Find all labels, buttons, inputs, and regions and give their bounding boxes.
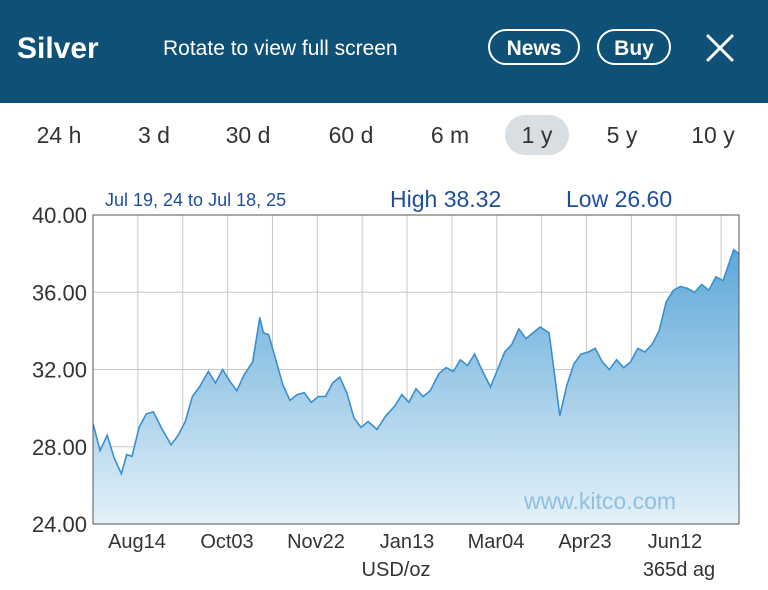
buy-button[interactable]: Buy	[597, 29, 671, 65]
tab-range-3d[interactable]: 3 d	[138, 122, 170, 148]
plot-frame	[92, 214, 740, 525]
tab-range-1y[interactable]: 1 y	[505, 115, 569, 155]
price-chart: Jul 19, 24 to Jul 18, 25 High 38.32 Low …	[32, 186, 740, 581]
tab-range-5y[interactable]: 5 y	[606, 122, 638, 148]
y-tick-label: 32.00	[32, 358, 87, 383]
tab-range-24h[interactable]: 24 h	[36, 122, 82, 148]
page-title: Silver	[17, 32, 99, 65]
span-label: 365d ag	[643, 559, 715, 581]
price-line	[92, 248, 740, 477]
news-button[interactable]: News	[488, 29, 580, 65]
rotate-hint: Rotate to view full screen	[163, 37, 398, 60]
header-bar: Silver Rotate to view full screen News B…	[0, 0, 768, 103]
x-tick-label: Aug14	[108, 531, 166, 553]
x-tick-label: Nov22	[287, 531, 345, 553]
tab-range-6m[interactable]: 6 m	[430, 122, 470, 148]
y-tick-label: 36.00	[32, 280, 87, 305]
chart-range-text: Jul 19, 24 to Jul 18, 25	[105, 190, 286, 210]
y-axis: 40.00 36.00 32.00 28.00 24.00	[32, 203, 87, 537]
y-tick-label: 40.00	[32, 203, 87, 228]
x-tick-label: Mar04	[468, 531, 525, 553]
unit-label: USD/oz	[362, 559, 431, 581]
x-tick-label: Jan13	[380, 531, 435, 553]
tab-range-30d[interactable]: 30 d	[225, 122, 271, 148]
price-area	[93, 249, 739, 525]
x-axis: Aug14 Oct03 Nov22 Jan13 Mar04 Apr23 Jun12	[108, 531, 702, 553]
close-icon[interactable]	[700, 28, 740, 68]
chart-watermark: www.kitco.com	[523, 488, 676, 514]
chart-high-text: High 38.32	[390, 186, 501, 212]
y-tick-label: 24.00	[32, 512, 87, 537]
y-tick-label: 28.00	[32, 435, 87, 460]
x-tick-label: Apr23	[558, 531, 611, 553]
time-range-tabs: 24 h 3 d 30 d 60 d 6 m 1 y 5 y 10 y	[0, 110, 768, 158]
x-tick-label: Oct03	[200, 531, 253, 553]
tab-range-60d[interactable]: 60 d	[328, 122, 374, 148]
chart-low-text: Low 26.60	[566, 186, 672, 212]
tab-range-10y[interactable]: 10 y	[691, 122, 735, 148]
x-tick-label: Jun12	[648, 531, 703, 553]
